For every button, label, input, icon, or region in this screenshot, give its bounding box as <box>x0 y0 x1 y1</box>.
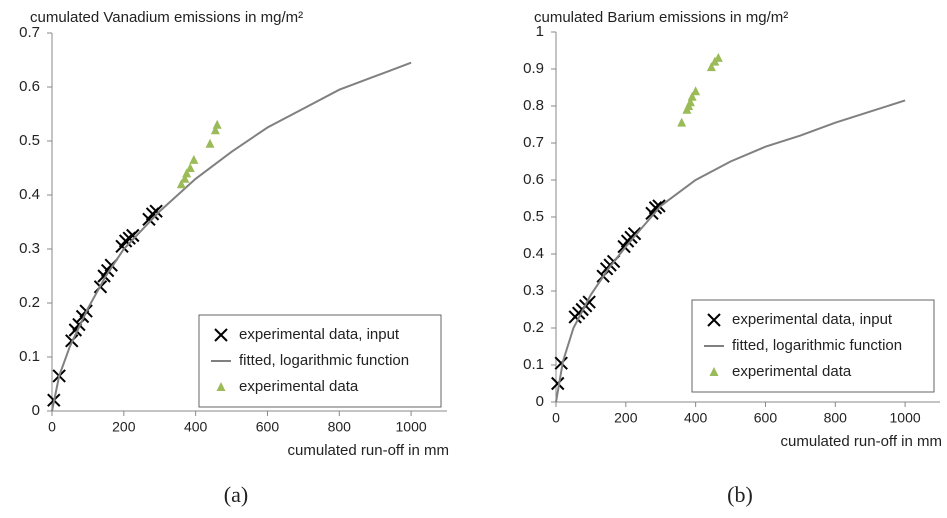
marker-x <box>652 199 666 213</box>
y-tick-label: 0.5 <box>19 132 40 149</box>
fit-line <box>51 61 412 412</box>
x-mark <box>648 201 663 215</box>
marker-x <box>149 204 163 218</box>
x-mark <box>126 228 140 243</box>
y-tick-label: 0.4 <box>19 186 40 203</box>
y-tick-label: 0.5 <box>523 208 544 225</box>
y-tick-label: 1 <box>536 23 544 40</box>
triangle-mark <box>687 91 697 101</box>
x-mark <box>149 204 163 218</box>
y-tick-label: 0.4 <box>523 245 544 262</box>
chart-title: cumulated Barium emissions in mg/m² <box>534 9 788 26</box>
y-tick-label: 0.8 <box>523 97 544 114</box>
y-tick-label: 0 <box>536 393 544 410</box>
triangle-mark <box>180 173 190 183</box>
y-tick-label: 0.3 <box>19 240 40 257</box>
marker-triangle <box>176 179 186 189</box>
triangle-mark <box>706 62 716 72</box>
x-mark <box>214 328 228 342</box>
x-tick-label: 600 <box>754 410 778 426</box>
legend-label: experimental data <box>239 378 359 395</box>
y-tick-label: 0.6 <box>19 78 40 95</box>
x-tick-label: 1000 <box>890 410 921 426</box>
legend-label: fitted, logarithmic function <box>732 337 902 354</box>
x-tick-label: 800 <box>328 419 352 435</box>
x-axis-label: cumulated run-off in mm <box>781 433 942 450</box>
y-tick-label: 0.2 <box>523 319 544 336</box>
marker-x <box>214 328 228 342</box>
y-tick-label: 0.3 <box>523 282 544 299</box>
x-tick-label: 0 <box>48 419 56 435</box>
x-axis-label: cumulated run-off in mm <box>288 442 449 459</box>
triangle-mark <box>210 125 220 135</box>
legend-label: experimental data <box>732 363 852 380</box>
x-tick-label: 600 <box>256 419 280 435</box>
marker-triangle <box>182 168 192 178</box>
y-tick-label: 0.1 <box>19 348 40 365</box>
triangle-mark <box>185 163 195 172</box>
x-mark <box>627 226 642 241</box>
chart-title: cumulated Vanadium emissions in mg/m² <box>30 9 303 26</box>
triangle-mark <box>216 382 226 391</box>
marker-triangle <box>210 125 220 135</box>
marker-x <box>551 376 565 391</box>
marker-triangle <box>216 382 226 391</box>
fit-line <box>555 99 906 403</box>
legend-label: experimental data, input <box>732 311 893 328</box>
legend-box <box>198 314 442 408</box>
legend-label: fitted, logarithmic function <box>239 352 409 369</box>
marker-x <box>554 356 568 370</box>
triangle-mark <box>182 168 192 178</box>
triangle-mark <box>709 367 719 376</box>
triangle-mark <box>212 119 222 129</box>
triangle-mark <box>713 52 723 62</box>
y-tick-label: 0.7 <box>19 24 40 41</box>
x-mark <box>551 376 565 391</box>
x-mark <box>652 199 666 213</box>
marker-triangle <box>677 117 687 127</box>
caption: (b) <box>727 482 753 507</box>
marker-triangle <box>205 138 215 148</box>
caption: (a) <box>224 482 248 507</box>
y-tick-label: 0.2 <box>19 294 40 311</box>
triangle-mark <box>176 179 186 189</box>
marker-x <box>627 226 642 241</box>
x-tick-label: 200 <box>614 410 638 426</box>
marker-triangle <box>180 173 190 183</box>
triangle-mark <box>685 97 695 107</box>
triangle-mark <box>691 86 701 96</box>
marker-triangle <box>709 367 719 376</box>
x-tick-label: 400 <box>184 419 208 435</box>
x-tick-label: 400 <box>684 410 708 426</box>
marker-triangle <box>189 154 199 164</box>
marker-triangle <box>706 62 716 72</box>
x-tick-label: 200 <box>112 419 136 435</box>
triangle-mark <box>677 117 687 127</box>
x-tick-label: 800 <box>824 410 848 426</box>
x-tick-label: 0 <box>552 410 560 426</box>
legend-box <box>691 299 935 393</box>
marker-triangle <box>685 97 695 107</box>
x-mark <box>554 356 568 370</box>
marker-x <box>707 313 721 327</box>
marker-x <box>126 228 140 243</box>
x-mark <box>707 313 721 327</box>
triangle-mark <box>189 154 199 164</box>
triangle-mark <box>205 138 215 148</box>
marker-triangle <box>687 91 697 101</box>
marker-triangle <box>185 163 195 172</box>
y-tick-label: 0 <box>32 402 40 419</box>
y-tick-label: 0.1 <box>523 356 544 373</box>
y-tick-label: 0.6 <box>523 171 544 188</box>
y-tick-label: 0.9 <box>523 60 544 77</box>
x-tick-label: 1000 <box>396 419 427 435</box>
legend-label: experimental data, input <box>239 326 400 343</box>
marker-triangle <box>691 86 701 96</box>
y-tick-label: 0.7 <box>523 134 544 151</box>
marker-x <box>648 201 663 215</box>
marker-triangle <box>713 52 723 62</box>
marker-triangle <box>212 119 222 129</box>
